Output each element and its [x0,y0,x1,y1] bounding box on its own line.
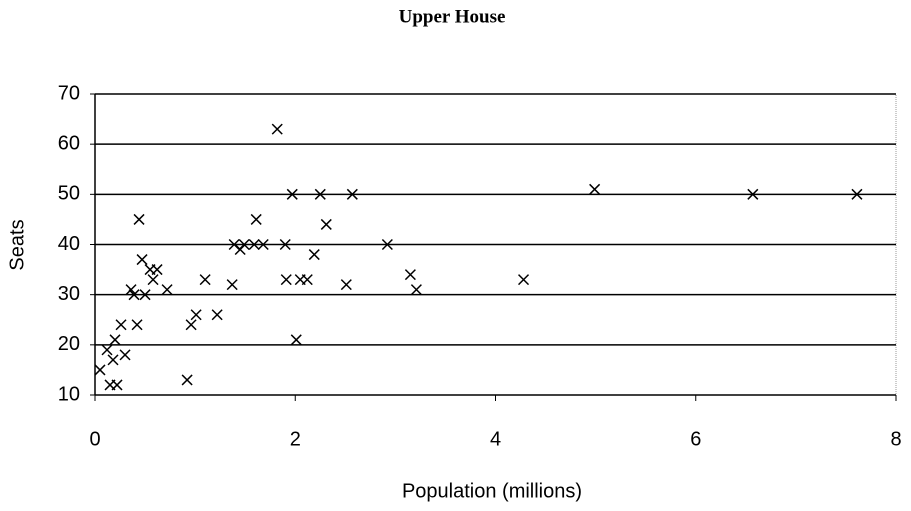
x-tick-label: 0 [89,428,100,450]
marker [308,249,320,261]
marker [320,218,332,230]
marker [280,274,292,286]
marker [109,334,121,346]
marker [211,309,223,321]
y-tick-label: 40 [58,233,80,255]
marker [107,354,119,366]
y-axis-label: Seats [6,219,28,270]
marker [518,274,530,286]
marker [125,284,137,296]
marker [279,238,291,251]
marker [131,319,143,331]
marker [147,274,159,286]
marker [286,188,298,200]
y-tick-label: 20 [58,333,80,355]
y-tick-label: 30 [58,283,80,305]
marker [301,274,313,286]
marker [410,284,422,296]
marker [589,183,601,195]
marker [250,213,262,225]
marker [271,123,283,135]
marker [151,264,163,276]
marker [190,309,202,321]
marker [851,188,863,200]
marker [346,188,358,200]
y-tick-label: 70 [58,82,80,104]
marker [139,289,151,301]
marker [248,238,260,251]
marker [404,269,416,281]
marker [111,379,123,391]
marker [128,289,140,301]
chart-title: Upper House [399,6,506,27]
marker [133,213,145,225]
y-tick-label: 60 [58,132,80,154]
marker [314,188,326,200]
marker [257,238,269,251]
marker [115,319,127,331]
marker [161,284,173,296]
marker [381,238,393,251]
marker [340,279,352,291]
x-tick-label: 4 [490,428,501,450]
marker [101,344,113,356]
x-tick-label: 8 [890,428,901,450]
y-tick-label: 10 [58,383,80,405]
x-axis-label: Population (millions) [402,480,582,502]
marker [290,334,302,346]
y-tick-label: 50 [58,183,80,205]
marker [119,349,131,361]
marker [136,254,148,266]
marker [181,374,193,386]
marker [94,364,106,376]
x-tick-label: 2 [290,428,301,450]
marker [238,238,250,251]
x-tick-label: 6 [690,428,701,450]
marker [747,188,759,200]
marker [199,274,211,286]
marker [185,319,197,331]
marker [226,279,238,291]
